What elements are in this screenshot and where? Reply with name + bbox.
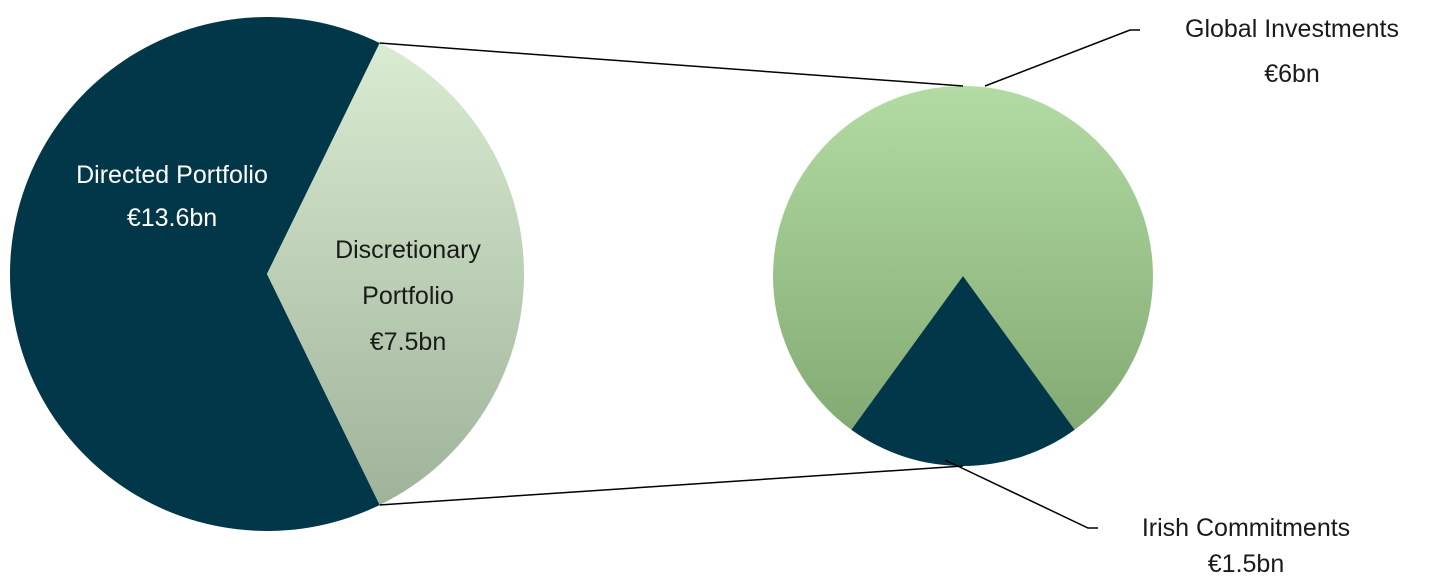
label-directed-value: €13.6bn: [127, 204, 217, 232]
label-discretionary-line1: Discretionary: [335, 236, 481, 264]
connector-line-top: [379, 42, 964, 87]
label-global-value: €6bn: [1264, 60, 1320, 88]
pie-slice-global-investments: [773, 86, 1153, 430]
label-discretionary-line2: Portfolio: [362, 282, 454, 310]
label-irish-name: Irish Commitments: [1142, 514, 1350, 542]
leader-line-global-investments: [984, 29, 1140, 87]
leader-line-irish-commitments: [944, 459, 1098, 529]
pie-slice-discretionary-portfolio: [267, 43, 524, 505]
pie-slice-directed-portfolio: [10, 16, 380, 531]
connector-line-bottom: [379, 465, 964, 506]
label-global-name: Global Investments: [1185, 15, 1399, 43]
label-directed-name: Directed Portfolio: [76, 161, 268, 189]
label-irish-value: €1.5bn: [1208, 550, 1284, 576]
pie-slice-irish-commitments: [851, 276, 1075, 467]
label-discretionary-value: €7.5bn: [370, 328, 446, 356]
